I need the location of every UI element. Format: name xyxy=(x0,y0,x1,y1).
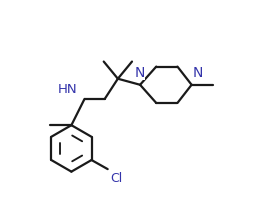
Text: N: N xyxy=(135,66,145,80)
Text: Cl: Cl xyxy=(111,172,123,184)
Text: N: N xyxy=(193,66,203,80)
Text: HN: HN xyxy=(58,83,77,97)
